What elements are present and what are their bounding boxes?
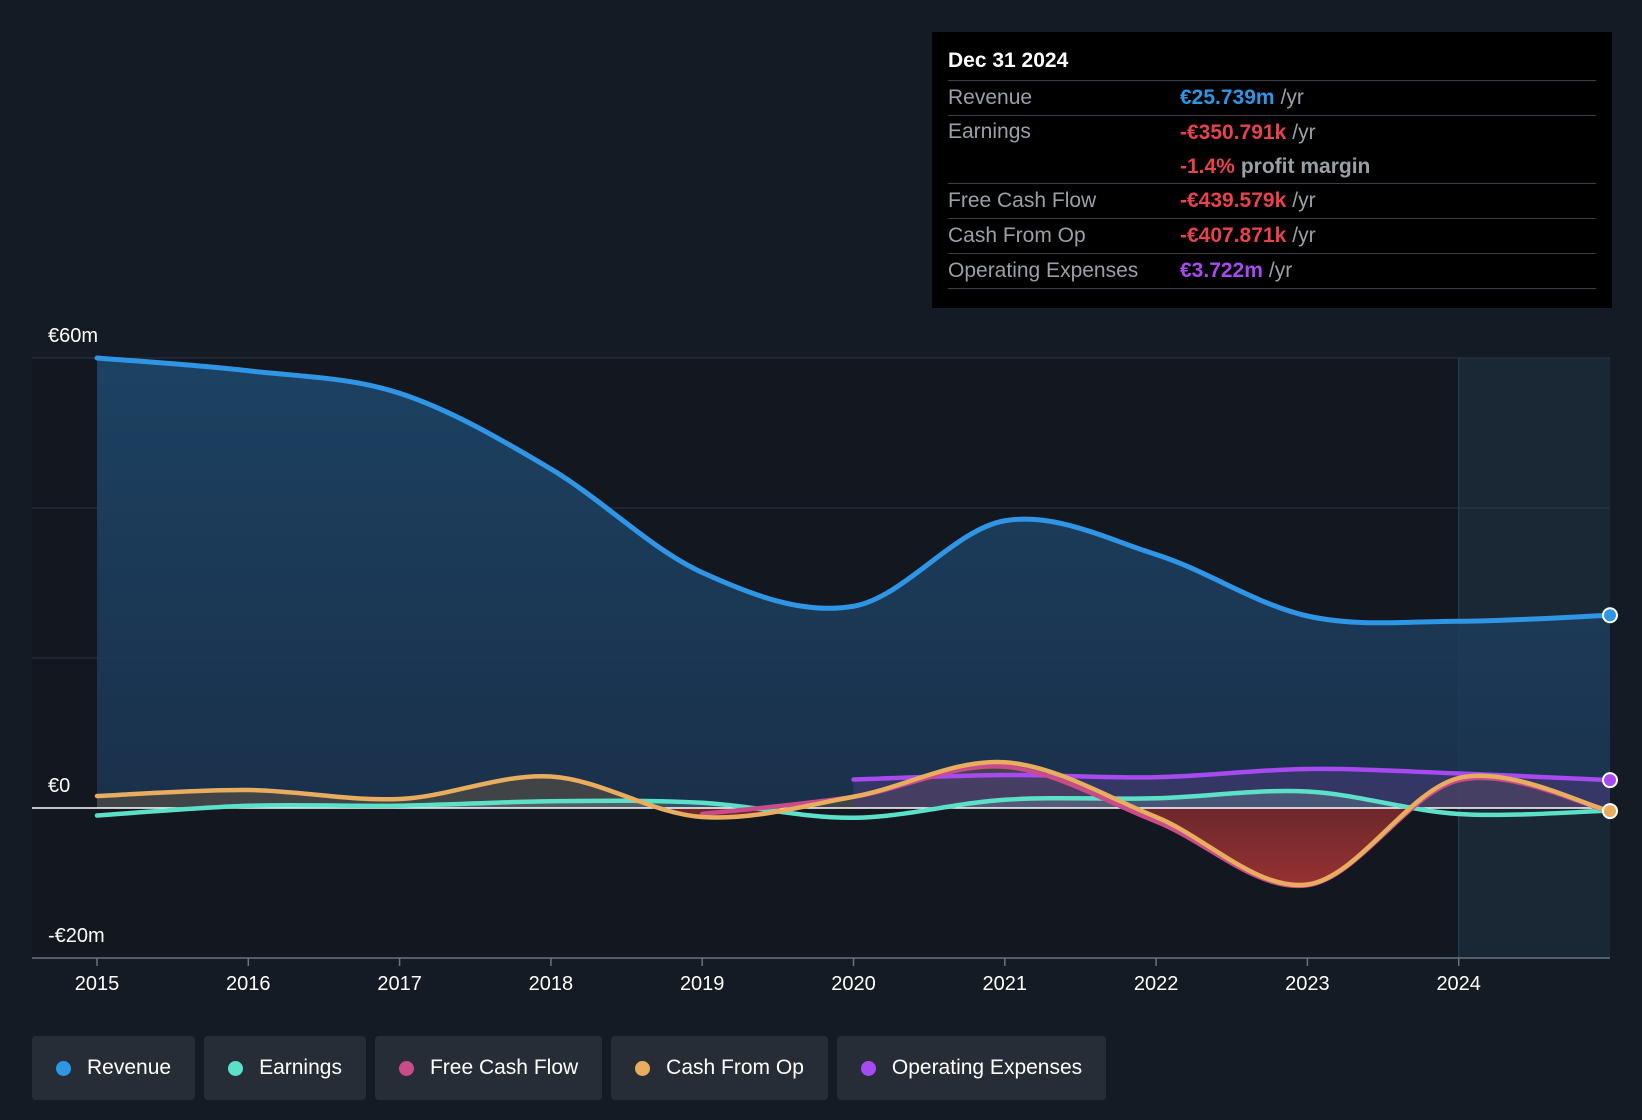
tooltip-label: Operating Expenses — [948, 259, 1139, 282]
tooltip-value: €25.739m — [1180, 86, 1275, 109]
x-tick-label: 2022 — [1134, 973, 1179, 995]
legend-item-revenue[interactable]: Revenue — [32, 1036, 196, 1100]
operating-expenses-dot-icon — [860, 1060, 876, 1076]
legend-item-cash-from-op[interactable]: Cash From Op — [611, 1036, 828, 1100]
cash-from-op-positive-area — [97, 762, 1610, 808]
cash-from-op-line — [94, 759, 1613, 888]
tooltip-unit: /yr — [1292, 224, 1316, 247]
tooltip-unit: /yr — [1268, 259, 1293, 282]
revenue-dot-icon — [56, 1060, 71, 1076]
y-tick-label: €60m — [48, 325, 98, 347]
tooltip-panel: Dec 31 2024 Revenue €25.739m /yr Earning… — [932, 32, 1612, 308]
tooltip-value: €3.722m — [1180, 259, 1263, 282]
y-tick-label: €0 — [48, 775, 70, 797]
x-tick-label: 2019 — [680, 973, 725, 995]
x-tick-label: 2024 — [1436, 973, 1481, 995]
tooltip-profit-margin-value: -1.4% — [1180, 155, 1235, 178]
tooltip-row-free-cash-flow: Free Cash Flow -€439.579k /yr — [948, 184, 1596, 219]
tooltip-value: -€407.871k — [1180, 224, 1287, 247]
tooltip-row-operating-expenses: Operating Expenses €3.722m /yr — [948, 254, 1596, 289]
x-tick-label: 2015 — [75, 973, 120, 995]
revenue-line — [94, 355, 1613, 626]
tooltip-profit-margin-label: profit margin — [1240, 155, 1371, 178]
x-tick-label: 2017 — [377, 973, 422, 995]
y-axis-labels: €60m €0 -€20m — [48, 325, 105, 947]
legend-label: Operating Expenses — [891, 1056, 1083, 1079]
cash-from-op-end-marker[interactable] — [1602, 803, 1618, 820]
x-tick-label: 2020 — [831, 973, 876, 995]
revenue-end-marker[interactable] — [1602, 607, 1618, 624]
earnings-dot-icon — [228, 1060, 244, 1076]
x-axis: 2015 2016 2017 2018 2019 2020 2021 2022 2023 2024 — [75, 958, 1481, 995]
tooltip-label: Revenue — [948, 86, 1033, 109]
tooltip-value: -€350.791k — [1180, 121, 1287, 144]
legend-label: Free Cash Flow — [429, 1056, 579, 1079]
tooltip-row-cash-from-op: Cash From Op -€407.871k /yr — [948, 219, 1596, 254]
tooltip-row-earnings: Earnings -€350.791k /yr -1.4% profit mar… — [948, 116, 1596, 184]
chart: €60m €0 -€20m 2015 2016 2017 2018 2019 2020 2021… — [32, 325, 1618, 995]
legend-item-earnings[interactable]: Earnings — [204, 1036, 366, 1100]
series-lines — [94, 355, 1613, 889]
tooltip-value: -€439.579k — [1180, 189, 1287, 212]
y-tick-label: -€20m — [48, 925, 105, 947]
x-tick-label: 2021 — [983, 973, 1028, 995]
series-end-markers — [1602, 607, 1618, 820]
free-cash-flow-dot-icon — [398, 1060, 414, 1076]
operating-expenses-end-marker[interactable] — [1602, 772, 1618, 789]
cash-from-op-dot-icon — [635, 1060, 651, 1076]
x-tick-label: 2016 — [226, 973, 271, 995]
x-tick-label: 2018 — [529, 973, 574, 995]
earnings-line — [94, 788, 1613, 821]
tooltip-label: Earnings — [948, 120, 1031, 143]
tooltip-row-revenue: Revenue €25.739m /yr — [948, 81, 1596, 116]
legend-item-operating-expenses[interactable]: Operating Expenses — [836, 1036, 1107, 1100]
tooltip-date: Dec 31 2024 — [948, 46, 1596, 81]
revenue-area — [97, 358, 1610, 808]
x-tick-label: 2023 — [1285, 973, 1330, 995]
tooltip-unit: /yr — [1280, 86, 1304, 109]
legend-label: Earnings — [259, 1056, 342, 1079]
tooltip-label: Free Cash Flow — [948, 189, 1097, 212]
tooltip-unit: /yr — [1292, 121, 1316, 144]
tooltip-label: Cash From Op — [948, 224, 1086, 247]
legend-label: Revenue — [87, 1056, 172, 1079]
cash-from-op-negative-area — [97, 808, 1610, 886]
legend-label: Cash From Op — [666, 1056, 804, 1079]
legend: Revenue Earnings Free Cash Flow Cash Fro… — [32, 1036, 1107, 1100]
tooltip-unit: /yr — [1292, 189, 1316, 212]
legend-item-free-cash-flow[interactable]: Free Cash Flow — [374, 1036, 603, 1100]
